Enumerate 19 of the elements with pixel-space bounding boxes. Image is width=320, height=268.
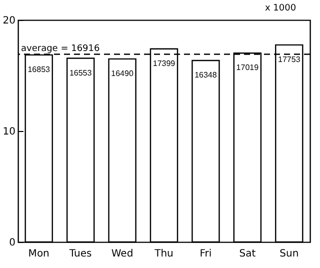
x-tick-label: Wed	[111, 248, 134, 260]
x-tick-label: Sun	[280, 248, 299, 260]
annotation: 16348	[194, 70, 218, 80]
annotation: 16553	[69, 68, 92, 78]
x-tick-label: Sat	[239, 248, 256, 260]
annotation: 17753	[278, 54, 301, 64]
y-tick-label: 20	[2, 16, 16, 26]
annotation: 16490	[111, 68, 134, 78]
x-tick-label: Thu	[154, 248, 174, 260]
y-tick-label: 10	[2, 126, 16, 138]
y-axis-title: x 1000	[264, 4, 296, 14]
annotation: 17399	[152, 58, 176, 68]
x-tick-label: Mon	[28, 248, 50, 260]
x-tick-label: Tues	[68, 248, 92, 260]
annotation: 16853	[28, 64, 51, 74]
annotation: 17019	[236, 63, 260, 72]
x-tick-label: Fri	[200, 248, 212, 260]
y-tick-label: 0	[9, 238, 16, 248]
ref-line-label: average = 16916	[21, 44, 100, 54]
